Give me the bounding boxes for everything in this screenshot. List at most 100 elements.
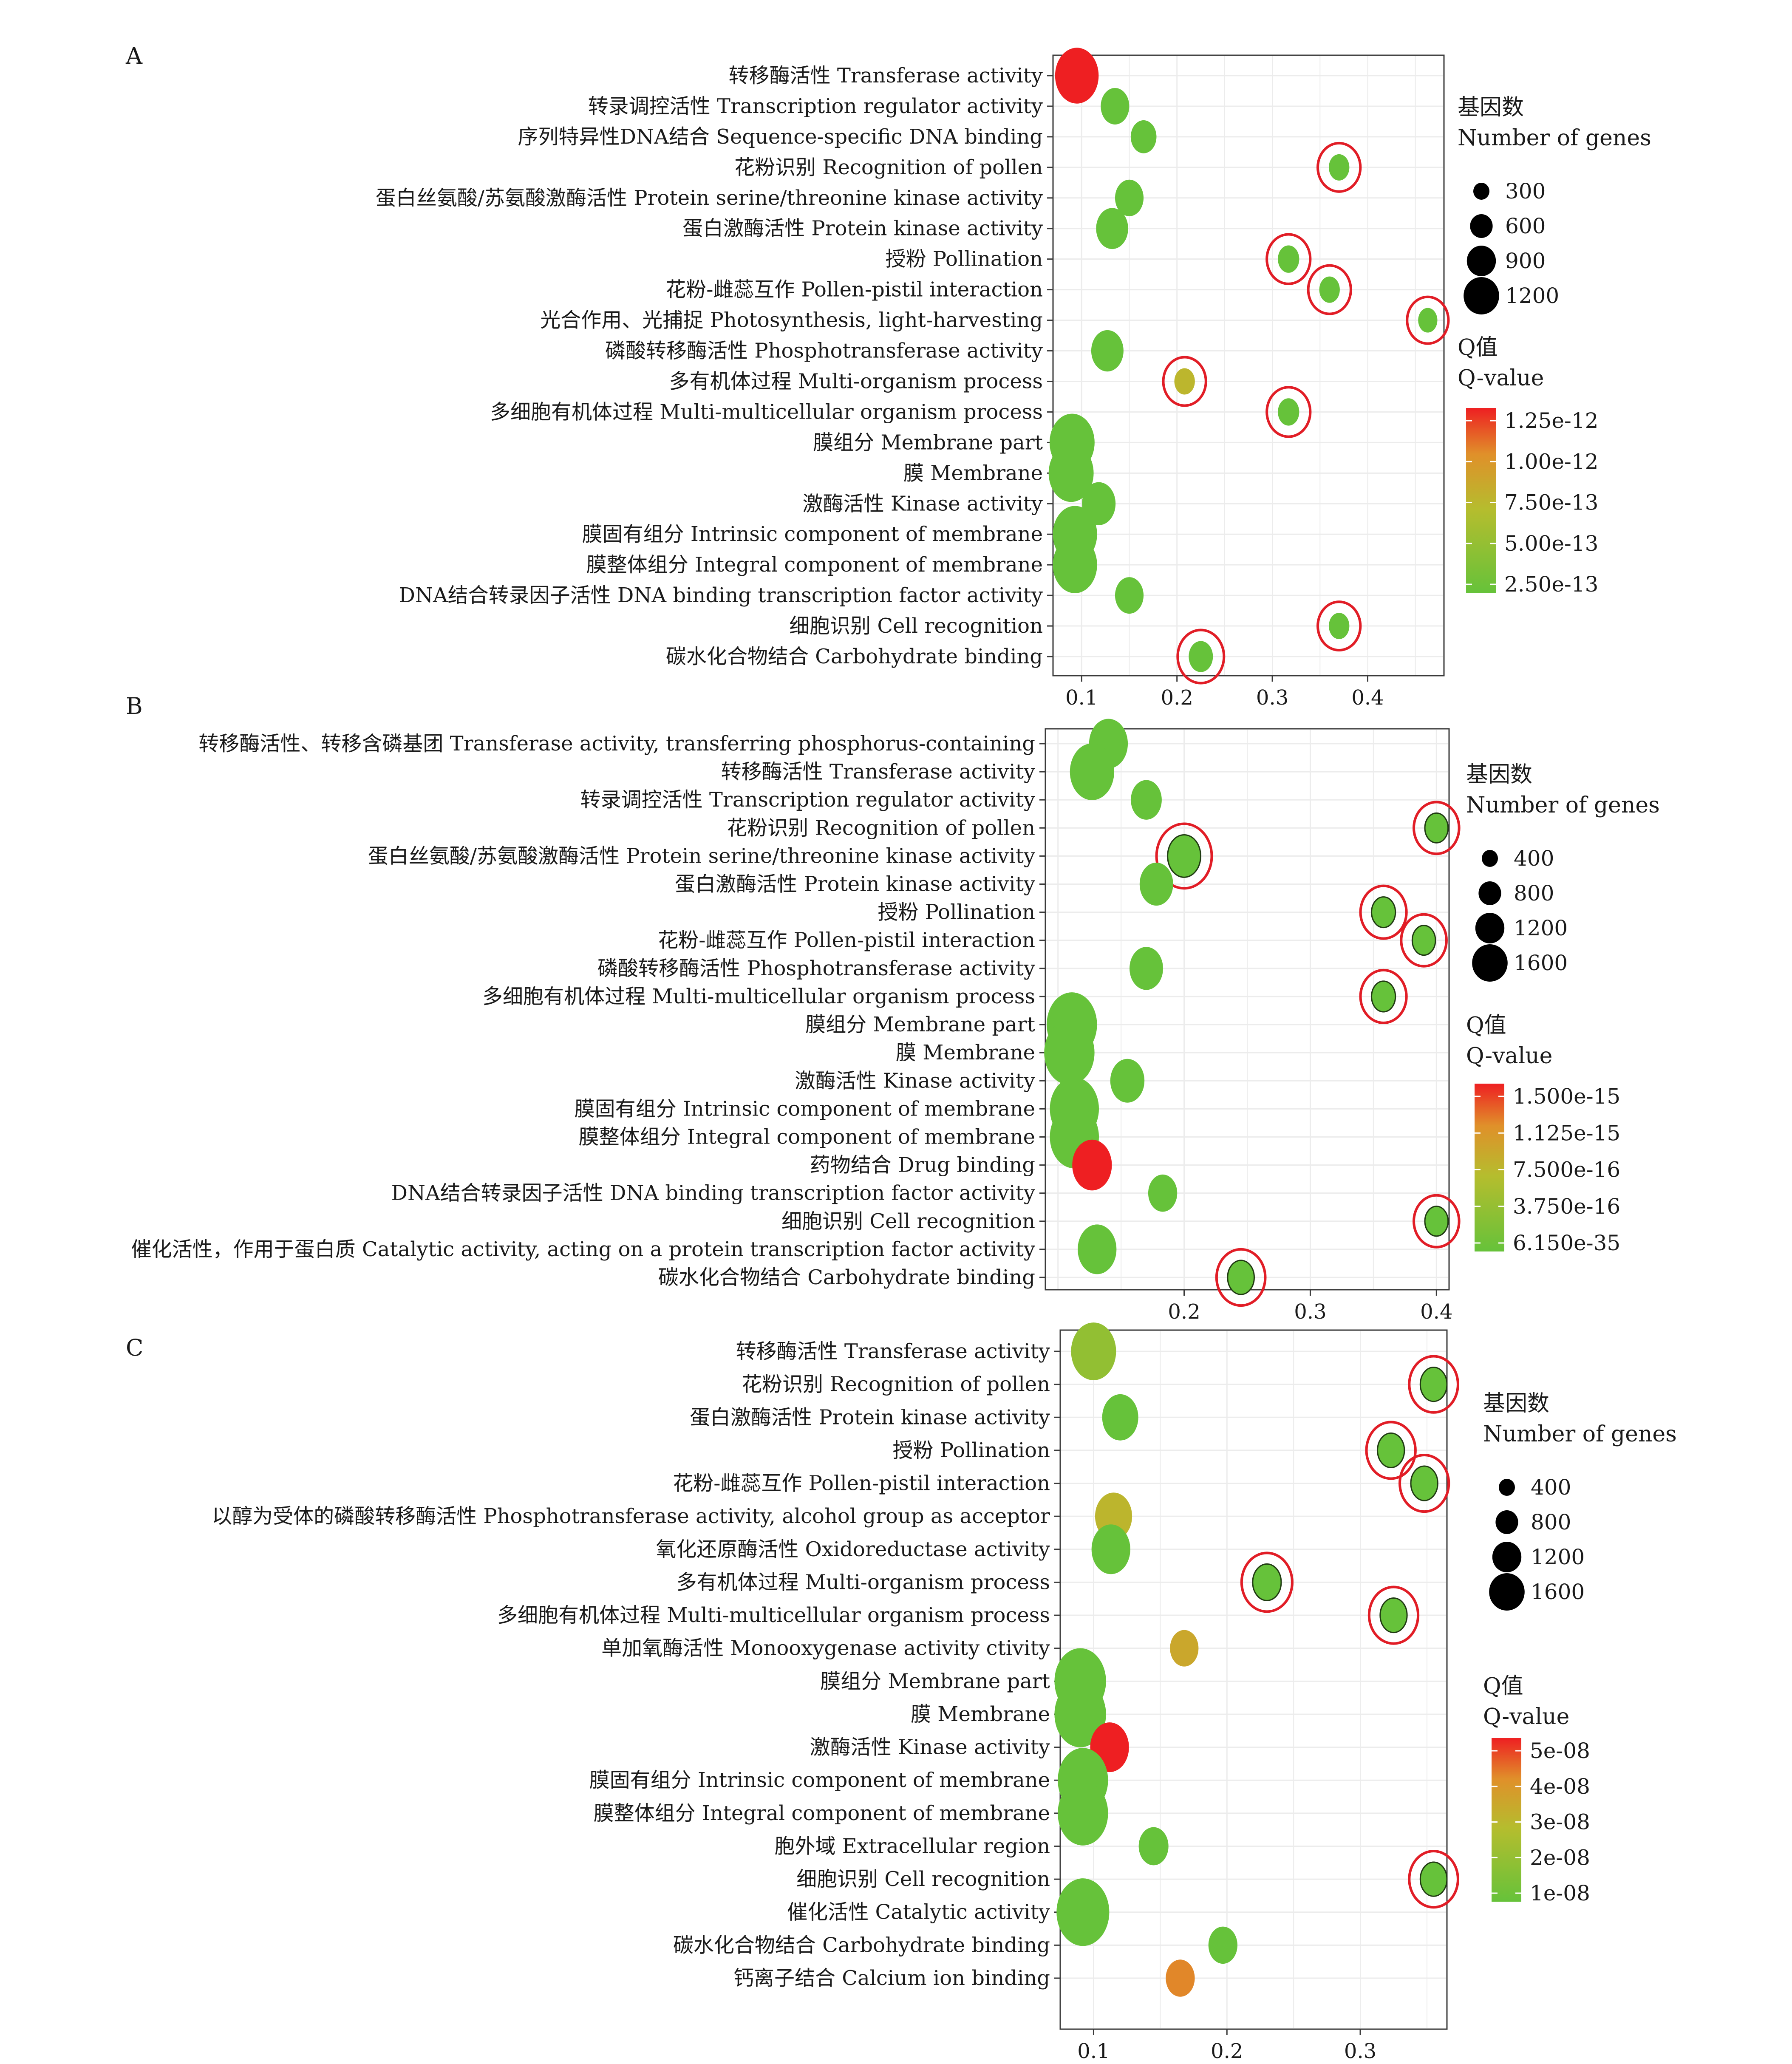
color-legend-label: 1e-08 xyxy=(1530,1881,1590,1905)
size-legend-label: 400 xyxy=(1531,1475,1571,1500)
size-legend-label: 600 xyxy=(1505,214,1546,238)
color-legend-label: 5e-08 xyxy=(1530,1738,1590,1763)
size-legend-dot xyxy=(1492,1542,1522,1572)
color-legend-title: Q值 xyxy=(1466,1013,1506,1038)
data-point xyxy=(1252,1563,1282,1601)
category-label: 授粉 Pollination xyxy=(885,247,1043,271)
size-legend-dot xyxy=(1472,944,1508,982)
category-label: 单加氧酶活性 Monooxygenase activity ctivity xyxy=(601,1636,1050,1660)
highlight-circle xyxy=(1307,264,1352,315)
category-label: 转录调控活性 Transcription regulator activity xyxy=(580,788,1035,812)
highlight-circle xyxy=(1408,1849,1459,1909)
category-label: 膜整体组分 Integral component of membrane xyxy=(586,553,1043,577)
category-label: 多细胞有机体过程 Multi-multicellular organism pr… xyxy=(482,985,1035,1008)
category-label: 转移酶活性、转移含磷基团 Transferase activity, trans… xyxy=(198,732,1035,756)
data-point xyxy=(1329,154,1350,181)
size-legend-dot xyxy=(1489,1573,1525,1611)
color-legend-label: 6.150e-35 xyxy=(1513,1231,1620,1255)
category-label: 多有机体过程 Multi-organism process xyxy=(669,369,1043,393)
panel-letter: B xyxy=(126,693,143,719)
data-point xyxy=(1418,308,1438,333)
size-legend-label: 1600 xyxy=(1514,951,1568,975)
highlight-circle xyxy=(1400,913,1448,968)
size-legend-subtitle: Number of genes xyxy=(1483,1421,1677,1447)
highlight-circle xyxy=(1215,1248,1267,1307)
size-legend-label: 300 xyxy=(1505,179,1546,204)
size-legend-label: 800 xyxy=(1531,1510,1571,1535)
category-label: 膜组分 Membrane part xyxy=(813,430,1043,454)
color-legend-label: 7.50e-13 xyxy=(1504,490,1598,515)
data-point xyxy=(1174,368,1195,395)
category-label: 转移酶活性 Transferase activity xyxy=(721,760,1035,784)
data-point xyxy=(1115,577,1144,614)
data-point xyxy=(1102,1394,1138,1441)
data-point xyxy=(1070,743,1114,800)
category-label: 催化活性，作用于蛋白质 Catalytic activity, acting o… xyxy=(131,1237,1035,1261)
highlight-circle xyxy=(1408,1355,1459,1414)
category-label: 磷酸转移酶活性 Phosphotransferase activity xyxy=(597,957,1035,980)
color-bar xyxy=(1492,1738,1521,1902)
size-legend-label: 900 xyxy=(1505,249,1546,273)
category-label: 授粉 Pollination xyxy=(892,1438,1050,1462)
data-point xyxy=(1208,1926,1237,1964)
color-legend-label: 7.500e-16 xyxy=(1513,1158,1620,1182)
category-label: 蛋白激酶活性 Protein kinase activity xyxy=(682,217,1043,241)
data-point xyxy=(1371,980,1396,1013)
data-point xyxy=(1411,925,1436,956)
size-legend-dot xyxy=(1482,850,1498,867)
category-label: 膜整体组分 Integral component of membrane xyxy=(594,1801,1050,1825)
category-label: 钙离子结合 Calcium ion binding xyxy=(733,1966,1050,1990)
x-tick-label: 0.4 xyxy=(1351,686,1384,710)
highlight-circle xyxy=(1413,1194,1461,1249)
category-label: 膜 Membrane xyxy=(903,461,1043,485)
category-label: DNA结合转录因子活性 DNA binding transcription fa… xyxy=(391,1181,1035,1205)
data-point xyxy=(1166,1959,1195,1997)
category-label: 以醇为受体的磷酸转移酶活性 Phosphotransferase activit… xyxy=(212,1504,1050,1528)
data-point xyxy=(1167,834,1202,878)
data-point xyxy=(1424,1206,1449,1237)
data-point xyxy=(1131,780,1162,820)
size-legend-subtitle: Number of genes xyxy=(1466,793,1660,818)
category-label: 细胞识别 Cell recognition xyxy=(789,614,1043,638)
category-label: 碳水化合物结合 Carbohydrate binding xyxy=(666,645,1043,668)
x-tick-label: 0.2 xyxy=(1161,686,1193,710)
data-point xyxy=(1044,1020,1095,1085)
size-legend-label: 1600 xyxy=(1531,1580,1585,1604)
panel-b: B 0.2 0.3 0.4 转移酶活性、转移含磷基团 Transferase activ… xyxy=(126,693,1660,1324)
category-label: 花粉-雌蕊互作 Pollen-pistil interaction xyxy=(673,1472,1050,1495)
data-point xyxy=(1189,641,1213,672)
category-label: 碳水化合物结合 Carbohydrate binding xyxy=(673,1933,1050,1957)
category-label: 光合作用、光捕捉 Photosynthesis, light-harvestin… xyxy=(540,309,1043,332)
highlight-circle xyxy=(1413,801,1461,855)
data-point xyxy=(1091,330,1124,372)
data-point xyxy=(1278,245,1299,273)
size-legend-title: 基因数 xyxy=(1483,1391,1549,1416)
data-point xyxy=(1130,947,1163,990)
data-point xyxy=(1170,1630,1199,1667)
data-point xyxy=(1148,1174,1178,1212)
category-label: 膜固有组分 Intrinsic component of membrane xyxy=(575,1097,1035,1121)
highlight-circle xyxy=(1240,1552,1294,1613)
data-point xyxy=(1091,1524,1130,1574)
data-point xyxy=(1329,613,1350,640)
size-legend-label: 1200 xyxy=(1505,283,1559,308)
data-point xyxy=(1056,1878,1110,1946)
highlight-circle xyxy=(1359,884,1408,940)
color-legend-subtitle: Q-value xyxy=(1458,365,1544,391)
category-label: 催化活性 Catalytic activity xyxy=(787,1900,1050,1924)
data-point xyxy=(1278,398,1299,426)
highlight-circle xyxy=(1367,1586,1420,1645)
size-legend-dot xyxy=(1478,881,1501,905)
category-label: 膜组分 Membrane part xyxy=(805,1013,1035,1036)
color-legend-label: 3.750e-16 xyxy=(1513,1194,1620,1219)
highlight-circle xyxy=(1265,233,1312,285)
panel-c: C 0.1 0.2 0.3 转移酶活性 Transferase activity 花粉识别… xyxy=(126,1322,1677,2064)
size-legend-title: 基因数 xyxy=(1466,762,1532,787)
color-legend-label: 1.500e-15 xyxy=(1513,1084,1620,1109)
category-label: 膜整体组分 Integral component of membrane xyxy=(579,1125,1035,1149)
size-legend-label: 400 xyxy=(1514,846,1554,871)
data-point xyxy=(1071,1322,1116,1380)
highlight-circle xyxy=(1316,142,1362,193)
highlight-circle xyxy=(1265,386,1312,438)
data-point xyxy=(1096,208,1128,249)
